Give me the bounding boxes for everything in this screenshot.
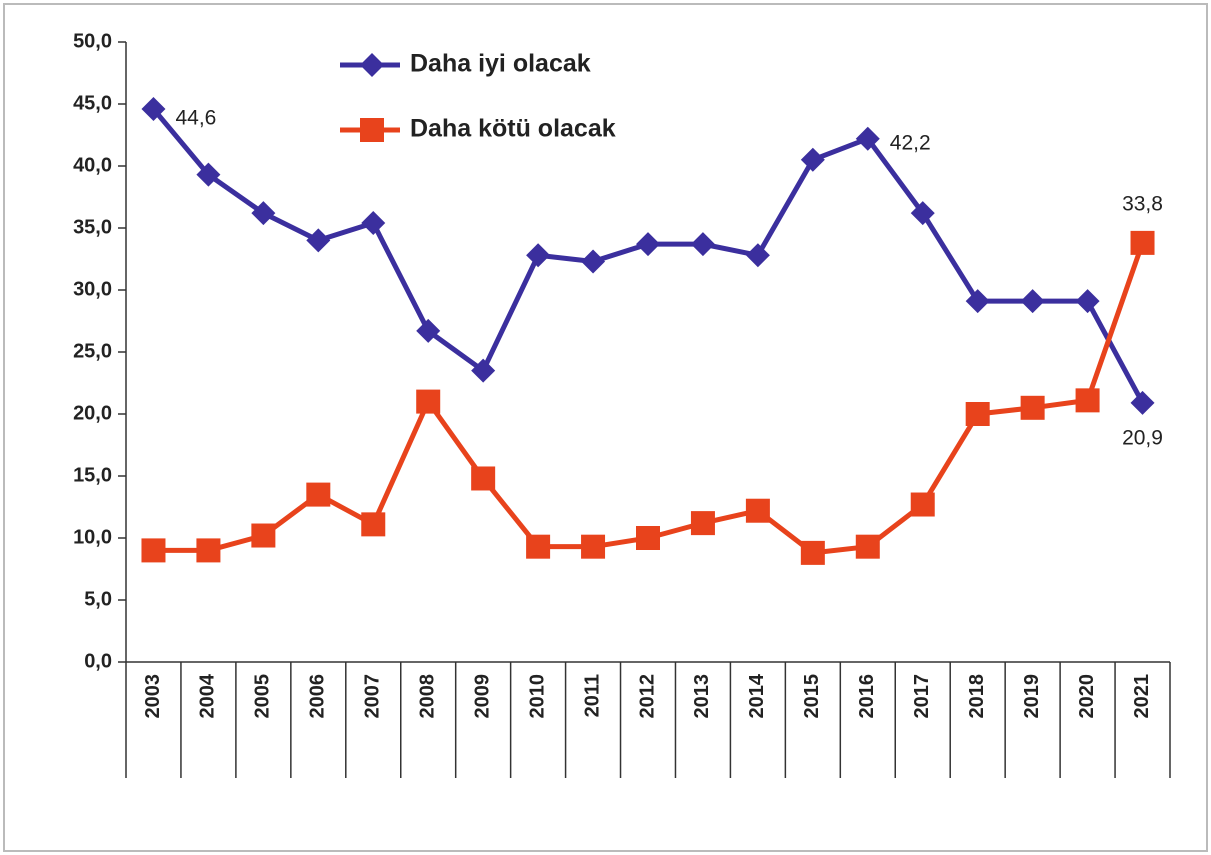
data-label: 20,9: [1122, 426, 1163, 449]
data-point: [1075, 289, 1100, 314]
data-point: [196, 162, 221, 187]
data-point: [855, 534, 880, 559]
data-point: [745, 498, 770, 523]
legend-label: Daha kötü olacak: [410, 115, 616, 143]
y-tick-label: 30,0: [73, 278, 112, 300]
legend-label: Daha iyi olacak: [410, 50, 591, 78]
data-point: [526, 534, 551, 559]
data-point: [1130, 230, 1155, 255]
data-point: [965, 402, 990, 426]
data-point: [745, 243, 770, 268]
x-tick-label: 2011: [581, 674, 603, 717]
x-tick-label: 2010: [526, 674, 548, 719]
x-tick-label: 2017: [911, 674, 933, 719]
data-point: [636, 232, 660, 257]
x-tick-label: 2003: [142, 674, 164, 719]
data-point: [690, 232, 715, 257]
x-tick-label: 2013: [691, 674, 713, 719]
x-tick-label: 2007: [362, 674, 384, 719]
data-point: [636, 526, 660, 550]
data-point: [800, 147, 825, 172]
data-point: [141, 538, 166, 563]
x-tick-label: 2021: [1131, 674, 1153, 719]
y-tick-label: 5,0: [84, 588, 112, 610]
data-label: 42,2: [890, 131, 931, 154]
data-point: [581, 534, 606, 559]
x-tick-label: 2005: [252, 674, 274, 719]
legend-marker: [360, 118, 384, 142]
data-point: [526, 243, 551, 268]
data-point: [965, 289, 990, 314]
y-tick-label: 15,0: [73, 464, 112, 486]
x-tick-label: 2014: [746, 673, 768, 718]
y-tick-label: 35,0: [73, 216, 112, 238]
x-tick-label: 2020: [1076, 674, 1098, 719]
data-point: [416, 389, 441, 414]
legend-marker: [360, 53, 384, 77]
data-point: [855, 126, 880, 151]
data-point: [471, 466, 496, 491]
y-tick-label: 45,0: [73, 92, 112, 114]
data-point: [306, 228, 331, 253]
data-point: [800, 540, 825, 565]
x-tick-label: 2008: [416, 674, 438, 719]
x-tick-label: 2006: [307, 674, 329, 719]
data-point: [306, 482, 331, 507]
data-point: [1075, 388, 1100, 413]
x-tick-label: 2015: [801, 674, 823, 719]
y-tick-label: 0,0: [84, 650, 112, 672]
data-point: [196, 538, 221, 563]
y-tick-label: 25,0: [73, 340, 112, 362]
data-point: [1020, 395, 1045, 420]
x-tick-label: 2018: [966, 674, 988, 719]
x-tick-label: 2012: [636, 674, 658, 719]
data-label: 33,8: [1122, 192, 1163, 215]
x-tick-label: 2016: [856, 674, 878, 719]
data-point: [361, 512, 386, 537]
x-tick-label: 2004: [197, 673, 219, 718]
data-point: [910, 492, 935, 517]
data-point: [910, 201, 935, 226]
x-tick-label: 2019: [1021, 674, 1043, 719]
data-point: [361, 211, 386, 236]
data-point: [581, 249, 606, 274]
x-tick-label: 2009: [471, 674, 493, 719]
data-point: [251, 523, 276, 548]
data-point: [471, 358, 496, 383]
data-point: [690, 511, 715, 536]
y-tick-label: 40,0: [73, 154, 112, 176]
data-point: [1020, 289, 1045, 314]
y-tick-label: 20,0: [73, 402, 112, 424]
data-point: [141, 96, 166, 121]
y-tick-label: 50,0: [73, 30, 112, 52]
y-tick-label: 10,0: [73, 526, 112, 548]
data-point: [416, 318, 441, 343]
data-label: 44,6: [175, 107, 216, 130]
data-point: [251, 201, 276, 226]
data-point: [1130, 390, 1155, 415]
chart-frame: [3, 3, 1208, 852]
